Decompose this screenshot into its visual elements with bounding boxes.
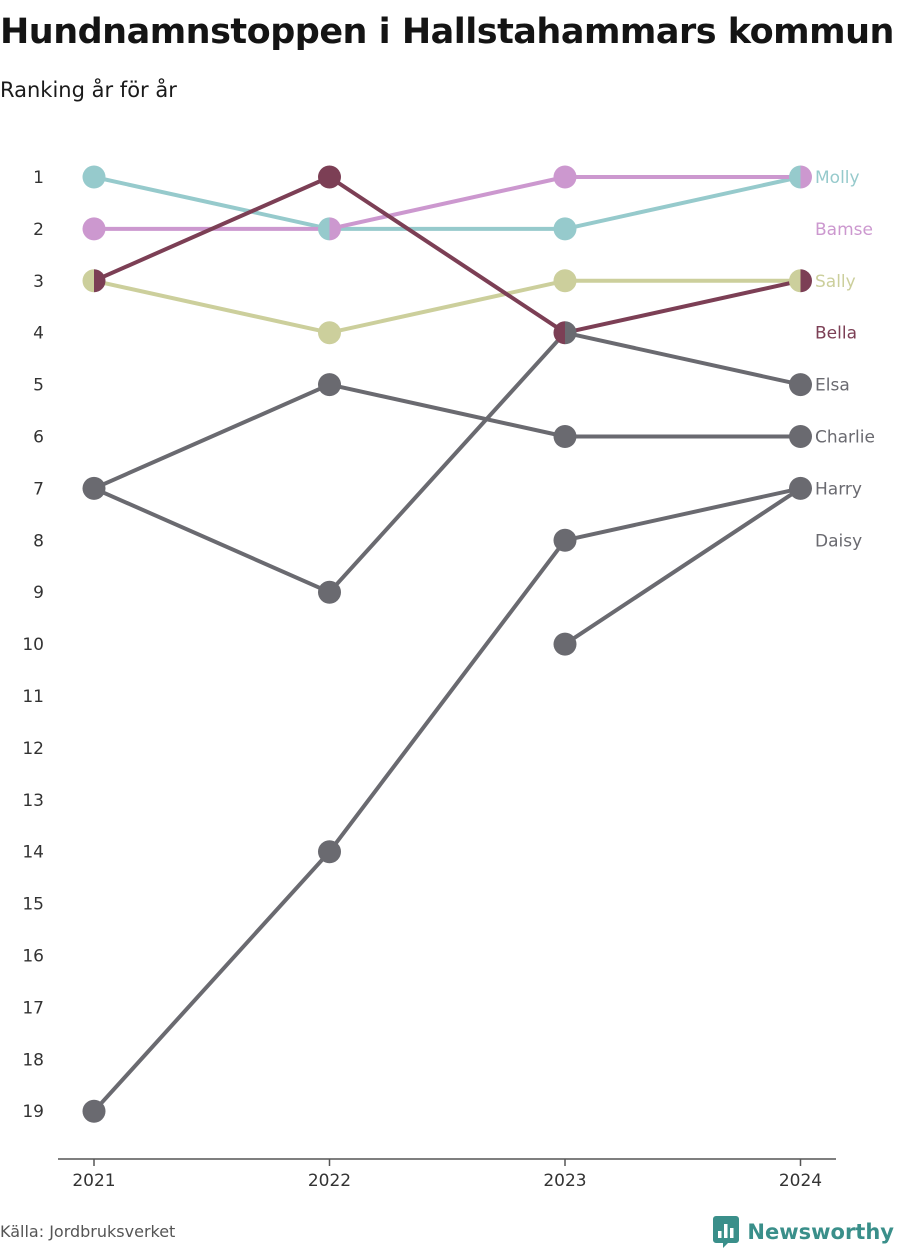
point-bamse-2023	[553, 165, 577, 189]
y-tick-label: 2	[33, 220, 44, 240]
series-line-sally	[92, 278, 803, 335]
point-elsa-2022	[318, 580, 341, 604]
y-tick-label: 16	[22, 947, 44, 967]
point-half-left	[553, 321, 565, 345]
point-elsa-2024	[789, 373, 812, 397]
point-half-left	[789, 165, 801, 189]
point-charlie-2023	[553, 425, 577, 448]
y-tick-label: 10	[22, 635, 44, 655]
point-half-right	[565, 321, 577, 345]
y-tick-label: 1	[33, 168, 44, 188]
chart-subtitle: Ranking år för år	[0, 78, 177, 102]
y-tick-label: 15	[22, 895, 44, 915]
point-sally-2023	[553, 269, 577, 293]
y-tick-label: 7	[33, 479, 44, 499]
point-bamse-2021	[82, 217, 106, 241]
y-tick-label: 5	[33, 376, 44, 396]
y-tick-label: 18	[22, 1050, 44, 1070]
point-sally-bella-2024	[789, 269, 812, 293]
series-lines	[92, 175, 803, 1114]
end-label-elsa: Elsa	[815, 376, 850, 396]
point-harry-2023	[553, 528, 577, 552]
series-line-molly	[92, 175, 803, 231]
series-line-bella	[92, 175, 803, 335]
y-tick-label: 9	[33, 583, 44, 603]
series-line-elsa	[92, 330, 803, 595]
end-label-harry: Harry	[815, 479, 862, 499]
point-molly-2021	[82, 165, 106, 189]
x-tick-label: 2021	[72, 1171, 115, 1191]
brand-logo[interactable]: Newsworthy	[713, 1216, 894, 1248]
point-harry-daisy-2024	[789, 476, 812, 500]
point-daisy-2023	[553, 632, 577, 656]
y-tick-label: 3	[33, 272, 44, 292]
point-elsa-charlie-2021	[82, 476, 106, 500]
end-label-sally: Sally	[815, 272, 856, 292]
end-label-bella: Bella	[815, 324, 857, 344]
x-axis: 2021 2022 2023 2024	[58, 1158, 836, 1191]
y-tick-label: 4	[33, 324, 44, 344]
y-tick-label: 6	[33, 428, 44, 448]
point-charlie-2024	[789, 425, 812, 448]
x-tick-label: 2022	[308, 1171, 351, 1191]
bar-chart-speech-icon	[713, 1216, 740, 1248]
series-line-harry	[92, 486, 803, 1114]
y-tick-label: 8	[33, 531, 44, 551]
end-label-daisy: Daisy	[815, 531, 862, 551]
series-points	[82, 165, 812, 1123]
point-half-right	[94, 269, 106, 293]
point-half-right	[329, 217, 341, 241]
point-half-left	[318, 217, 330, 241]
point-sally-2022	[318, 321, 341, 345]
end-labels: Molly Bamse Sally Bella Elsa Charlie Harry Dais…	[815, 168, 875, 551]
point-harry-2022	[318, 840, 341, 864]
point-bella-2022	[318, 165, 341, 189]
source-note: Källa: Jordbruksverket	[0, 1222, 176, 1241]
y-tick-label: 13	[22, 791, 44, 811]
point-bella-elsa-2023	[553, 321, 577, 345]
point-half-right	[800, 269, 812, 293]
end-label-charlie: Charlie	[815, 428, 875, 448]
brand-name: Newsworthy	[747, 1220, 894, 1244]
series-line-bamse	[92, 175, 803, 231]
point-molly-2023	[553, 217, 577, 241]
y-tick-label: 14	[22, 843, 44, 863]
series-line-daisy	[563, 486, 803, 647]
point-half-left	[82, 269, 94, 293]
point-molly-bamse-2022	[318, 217, 341, 241]
y-tick-label: 11	[22, 687, 44, 707]
x-tick-label: 2024	[779, 1171, 822, 1191]
end-label-molly: Molly	[815, 168, 860, 188]
y-tick-label: 19	[22, 1102, 44, 1122]
point-molly-bamse-2024	[789, 165, 812, 189]
point-half-left	[789, 269, 801, 293]
point-sally-bella-2021	[82, 269, 106, 293]
chart-title: Hundnamnstoppen i Hallstahammars kommun	[0, 12, 894, 52]
point-half-right	[800, 165, 812, 189]
point-harry-2021	[82, 1099, 106, 1123]
x-tick-label: 2023	[543, 1171, 586, 1191]
series-line-charlie	[92, 382, 803, 491]
y-tick-label: 12	[22, 739, 44, 759]
point-charlie-2022	[318, 373, 341, 397]
end-label-bamse: Bamse	[815, 220, 873, 240]
y-tick-label: 17	[22, 998, 44, 1018]
